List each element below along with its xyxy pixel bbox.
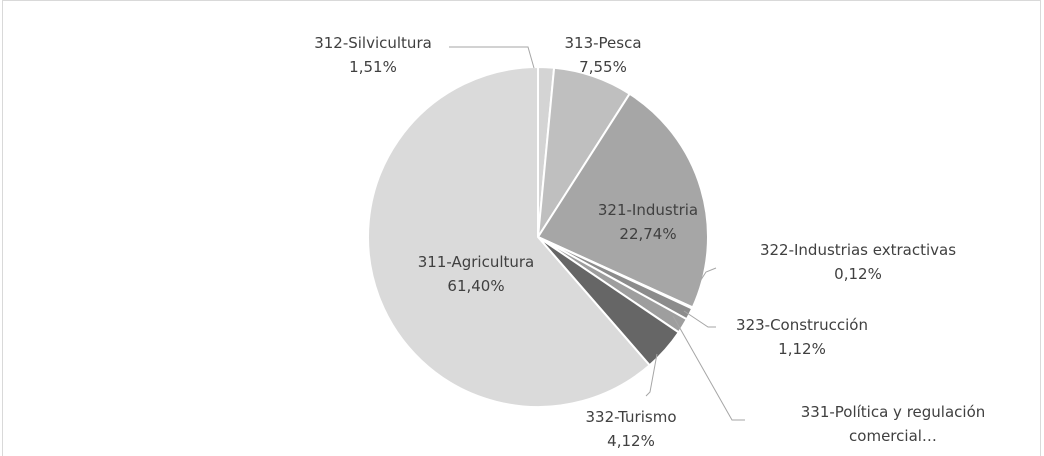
category-label: 312-Silvicultura <box>314 34 432 52</box>
leader-line <box>449 46 535 69</box>
value-label: 61,40% <box>447 277 505 295</box>
value-label: 0,12% <box>834 265 882 283</box>
value-label: 1,51% <box>349 58 397 76</box>
pie-slice <box>367 65 652 408</box>
category-label: 323-Construcción <box>736 316 868 334</box>
value-label: 1,12% <box>778 340 826 358</box>
category-label: 313-Pesca <box>564 34 642 52</box>
leader-line <box>672 315 745 421</box>
leader-line <box>687 267 717 301</box>
pie-slice <box>536 92 709 309</box>
category-label: 311-Agricultura <box>417 253 535 271</box>
category-label: 332-Turismo <box>585 408 677 426</box>
leader-line <box>683 310 716 328</box>
category-label: 331-Política y regulación comercial… <box>800 403 986 445</box>
value-label: 7,55% <box>579 58 627 76</box>
category-label: 322-Industrias extractivas <box>759 241 957 259</box>
value-label: 4,12% <box>607 432 655 450</box>
category-label: 321-Industria <box>597 201 699 219</box>
value-label: 22,74% <box>619 225 677 243</box>
leader-line <box>645 353 658 397</box>
